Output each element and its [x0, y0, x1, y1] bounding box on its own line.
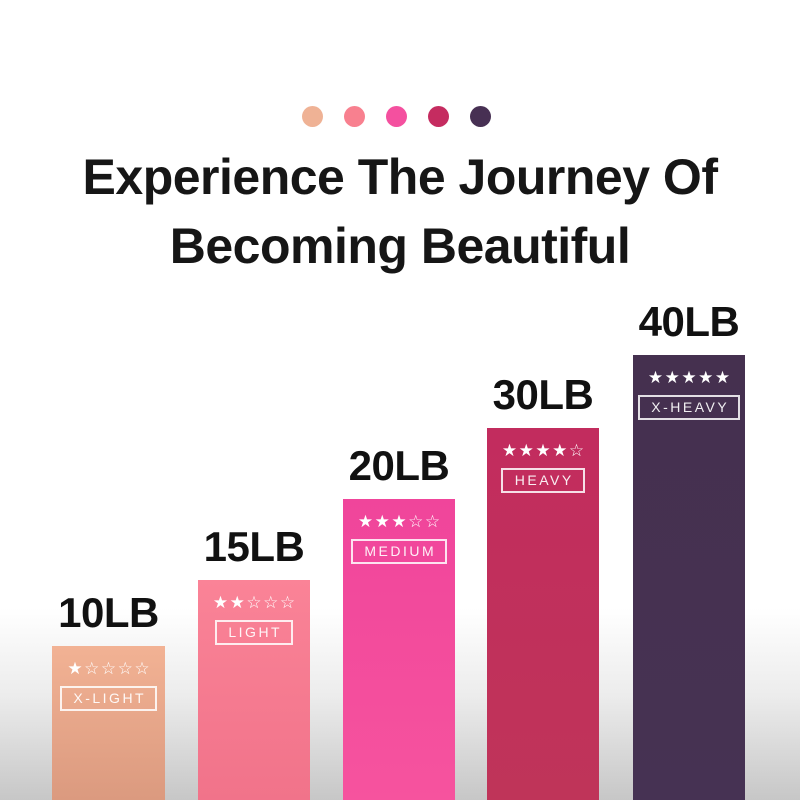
x-light-dot-swatch-icon: [301, 106, 323, 127]
bar-weight-label: 15LB: [203, 523, 305, 570]
level-badge: LIGHT: [214, 619, 294, 645]
heavy-dot-swatch-icon: [427, 106, 449, 127]
level-badge: X-LIGHT: [59, 685, 158, 711]
level-badge: X-HEAVY: [637, 394, 741, 420]
bar: ★★★☆☆ MEDIUM: [343, 499, 455, 800]
palette-dot-row: [0, 106, 796, 127]
bar-weight-label: 40LB: [638, 298, 740, 345]
x-heavy-dot-swatch-icon: [469, 106, 491, 127]
star-rating: ★★★★★: [647, 368, 732, 388]
star-rating: ★★★☆☆: [357, 512, 442, 532]
bar-group: 10LB ★☆☆☆☆ X-LIGHT: [52, 592, 165, 800]
bar-weight-label: 20LB: [348, 442, 450, 489]
bar: ★★★★☆ HEAVY: [487, 428, 599, 800]
level-badge: HEAVY: [501, 467, 585, 493]
bar-weight-label: 10LB: [58, 589, 159, 636]
bar-group: 40LB ★★★★★ X-HEAVY: [633, 301, 745, 800]
bar-group: 15LB ★★☆☆☆ LIGHT: [198, 526, 310, 800]
star-rating: ★☆☆☆☆: [67, 659, 152, 679]
bar: ★★★★★ X-HEAVY: [633, 355, 745, 800]
light-dot-swatch-icon: [343, 106, 365, 127]
star-rating: ★★☆☆☆: [212, 593, 297, 613]
bar: ★★☆☆☆ LIGHT: [198, 580, 310, 800]
bar: ★☆☆☆☆ X-LIGHT: [52, 646, 165, 800]
medium-dot-swatch-icon: [385, 106, 407, 127]
bar-group: 30LB ★★★★☆ HEAVY: [487, 374, 599, 800]
bar-weight-label: 30LB: [492, 371, 594, 418]
star-rating: ★★★★☆: [501, 441, 586, 461]
level-badge: MEDIUM: [350, 538, 448, 564]
page-title: Experience The Journey Of Becoming Beaut…: [0, 143, 800, 281]
title-line-1: Experience The Journey Of: [82, 149, 718, 205]
title-line-2: Becoming Beautiful: [169, 218, 631, 274]
bar-group: 20LB ★★★☆☆ MEDIUM: [343, 445, 455, 800]
